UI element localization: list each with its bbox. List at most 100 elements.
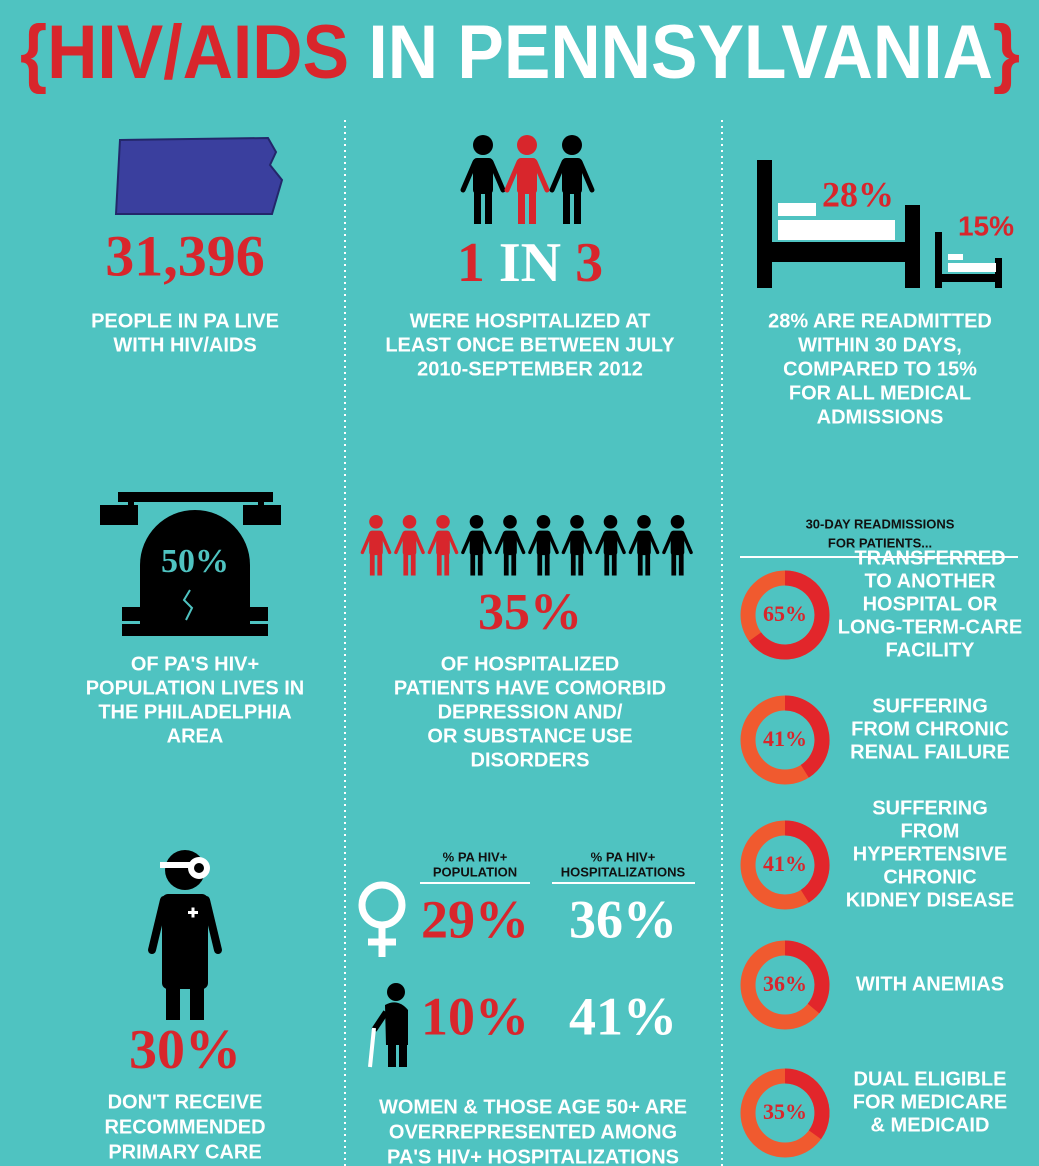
figure: 1 IN 3	[457, 232, 603, 294]
caption-line: PEOPLE IN PA LIVE	[91, 310, 279, 332]
head	[570, 515, 584, 529]
person-icon	[595, 515, 626, 576]
leg	[436, 553, 442, 576]
caption-line: TRANSFERRED	[854, 547, 1005, 569]
arm	[614, 531, 626, 555]
leg	[611, 553, 617, 576]
head	[603, 515, 618, 529]
donut-arc	[784, 1068, 830, 1140]
caption-line: WOMEN & THOSE AGE 50+ ARE	[379, 1096, 687, 1118]
donut-label: 41%	[763, 851, 807, 876]
person-icon	[528, 515, 559, 576]
person-icon	[394, 515, 425, 576]
caption-line: SUFFERING	[872, 797, 988, 819]
arm	[532, 159, 550, 193]
donut-label: 65%	[763, 601, 807, 626]
donut-label: 41%	[763, 726, 807, 751]
caption-line: LONG-TERM-CARE	[838, 616, 1022, 638]
stat: 41%	[569, 986, 677, 1046]
caption-line: PATIENTS HAVE COMORBID	[394, 677, 666, 699]
leg	[544, 553, 550, 576]
body	[670, 530, 685, 556]
body	[603, 530, 618, 556]
leg	[444, 553, 450, 576]
person-icon	[662, 515, 693, 576]
caption-line: FROM	[901, 820, 960, 842]
figure: 31,396	[105, 223, 265, 288]
arm	[360, 531, 373, 555]
caption-line: KIDNEY DISEASE	[846, 889, 1015, 911]
caption-line: POPULATION LIVES IN	[86, 677, 305, 699]
arm	[504, 159, 522, 193]
leg	[563, 192, 570, 224]
female-icon	[358, 881, 406, 957]
head	[562, 135, 582, 155]
title-rest: IN PENNSYLVANIA	[368, 10, 992, 95]
person-icon	[549, 135, 595, 224]
caption-line: PA'S HIV+ HOSPITALIZATIONS	[387, 1146, 679, 1166]
donut-label: 35%	[763, 1099, 807, 1124]
caption-line: DON'T RECEIVE	[108, 1091, 263, 1113]
leg	[671, 553, 677, 576]
leg	[645, 553, 651, 576]
figure: 30%	[129, 1019, 241, 1081]
leg	[637, 553, 643, 576]
caption-line: TO ANOTHER	[864, 570, 996, 592]
title-brace: }	[993, 10, 1020, 95]
leg	[485, 192, 492, 224]
body	[402, 530, 417, 556]
caption-line: PRIMARY CARE	[108, 1141, 261, 1163]
caption-line: HYPERTENSIVE	[853, 843, 1007, 865]
caption-line: FOR MEDICARE	[853, 1091, 1007, 1113]
caption-line: OF PA'S HIV+	[131, 653, 259, 675]
head	[503, 515, 517, 529]
head	[670, 515, 685, 529]
figure: 50%	[161, 543, 229, 580]
caption-line: ADMISSIONS	[817, 406, 944, 428]
figure-part: IN	[499, 232, 561, 294]
caption-line: WITH ANEMIAS	[856, 973, 1004, 995]
body	[503, 530, 517, 556]
arm	[394, 531, 406, 555]
caption-line: WITHIN 30 DAYS,	[798, 334, 962, 356]
caption-line: RECOMMENDED	[104, 1116, 265, 1138]
leg	[518, 192, 525, 224]
arm	[662, 531, 674, 555]
head	[517, 135, 537, 155]
person-icon	[561, 515, 593, 576]
caption-line: HOSPITAL OR	[863, 593, 998, 615]
head	[469, 515, 484, 529]
donut-arc	[784, 940, 830, 1014]
leg	[477, 553, 483, 576]
body	[469, 530, 484, 556]
donut-label: 36%	[763, 971, 807, 996]
title: {HIV/AIDS IN PENNSYLVANIA}	[20, 10, 1020, 95]
arm	[561, 531, 574, 555]
body	[369, 530, 383, 556]
arm	[427, 531, 440, 555]
caption-line: FOR ALL MEDICAL	[789, 382, 971, 404]
big-bed	[757, 160, 920, 288]
body	[570, 530, 584, 556]
leg	[470, 553, 476, 576]
leg	[410, 553, 416, 576]
arm	[480, 531, 492, 555]
person-icon	[628, 515, 660, 576]
leg	[537, 553, 543, 576]
arm	[547, 531, 559, 555]
arm	[595, 531, 607, 555]
caption-line: WITH HIV/AIDS	[113, 334, 256, 356]
caption-line: DEPRESSION AND/	[438, 701, 623, 723]
caption-line: RENAL FAILURE	[850, 741, 1010, 763]
head	[402, 515, 417, 529]
leg	[511, 553, 517, 576]
elder-icon	[368, 983, 408, 1068]
body	[637, 530, 651, 556]
arm	[628, 531, 641, 555]
caption-line: FOR PATIENTS...	[828, 535, 932, 550]
caption-line: HOSPITALIZATIONS	[561, 864, 686, 879]
leg	[604, 553, 610, 576]
leg	[403, 553, 409, 576]
leg	[369, 553, 375, 576]
